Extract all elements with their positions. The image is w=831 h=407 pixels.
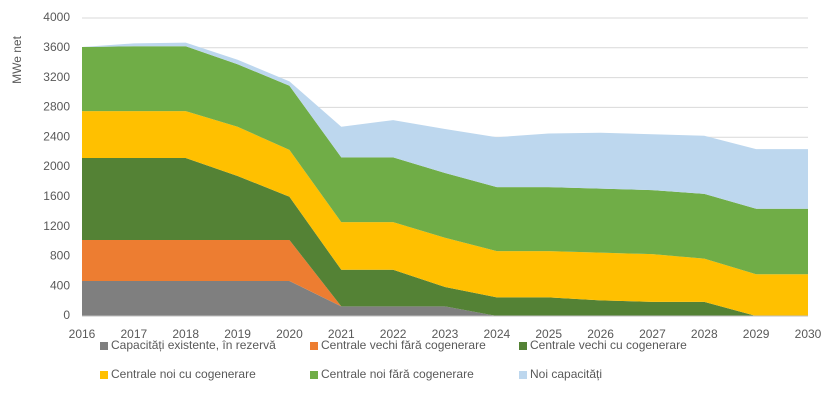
legend-label: Noi capacități <box>530 367 602 381</box>
y-tick-label: 2000 <box>43 159 70 173</box>
y-tick-label: 2400 <box>43 129 70 143</box>
x-tick-label: 2020 <box>276 327 303 341</box>
x-tick-label: 2030 <box>795 327 822 341</box>
y-tick-label: 800 <box>50 249 70 263</box>
x-tick-label: 2027 <box>639 327 666 341</box>
x-tick-label: 2024 <box>484 327 511 341</box>
legend-label: Capacități existente, în rezervă <box>111 338 276 352</box>
x-tick-label: 2023 <box>432 327 459 341</box>
legend-swatch <box>519 371 527 379</box>
x-tick-label: 2016 <box>69 327 96 341</box>
legend-label: Centrale vechi fără cogenerare <box>321 338 486 352</box>
y-tick-label: 3200 <box>43 70 70 84</box>
y-tick-label: 3600 <box>43 40 70 54</box>
y-axis-label: MWe net <box>10 35 24 83</box>
y-tick-label: 400 <box>50 278 70 292</box>
y-tick-label: 2800 <box>43 100 70 114</box>
legend-swatch <box>100 342 108 350</box>
x-tick-label: 2017 <box>121 327 148 341</box>
x-tick-label: 2025 <box>535 327 562 341</box>
y-tick-label: 4000 <box>43 10 70 24</box>
legend-swatch <box>519 342 527 350</box>
x-tick-label: 2028 <box>691 327 718 341</box>
legend-swatch <box>310 371 318 379</box>
x-tick-label: 2018 <box>172 327 199 341</box>
legend-label: Centrale noi cu cogenerare <box>111 367 256 381</box>
legend-label: Centrale noi fără cogenerare <box>321 367 474 381</box>
x-tick-label: 2021 <box>328 327 355 341</box>
y-tick-label: 1600 <box>43 189 70 203</box>
area <box>82 111 808 316</box>
legend-swatch <box>100 371 108 379</box>
x-tick-label: 2022 <box>380 327 407 341</box>
area <box>82 240 808 316</box>
area <box>82 46 808 275</box>
area <box>82 42 808 209</box>
y-tick-label: 1200 <box>43 219 70 233</box>
area <box>82 280 808 316</box>
area <box>82 158 808 316</box>
x-tick-label: 2029 <box>743 327 770 341</box>
x-tick-label: 2026 <box>587 327 614 341</box>
x-tick-label: 2019 <box>224 327 251 341</box>
y-tick-label: 0 <box>63 308 70 322</box>
legend-label: Centrale vechi cu cogenerare <box>530 338 687 352</box>
legend-swatch <box>310 342 318 350</box>
